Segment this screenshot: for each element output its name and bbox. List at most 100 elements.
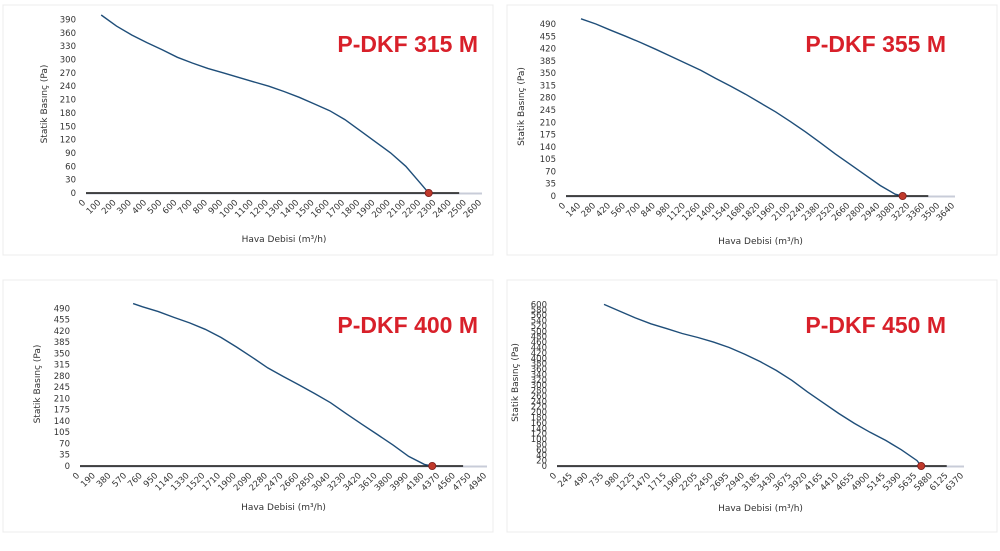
chart-title: P-DKF 315 M (337, 31, 478, 57)
x-axis-label: Hava Debisi (m³/h) (718, 237, 803, 247)
y-tick-label: 90 (65, 149, 76, 159)
y-tick-label: 0 (542, 462, 547, 472)
y-tick-label: 240 (531, 397, 547, 407)
y-tick-label: 0 (65, 462, 70, 472)
chart-frame (2, 4, 494, 256)
series-line (580, 18, 903, 197)
y-tick-label: 520 (531, 322, 547, 332)
chart-panel-355: 0 35 70 105 140 175 210 245 280 315 350 385 420 455 49… (500, 0, 1000, 275)
x-tick-label: 500 (146, 198, 165, 217)
x-tick-label: 700 (624, 201, 643, 220)
operating-point-marker (424, 188, 433, 197)
y-tick-label: 70 (545, 167, 556, 177)
y-tick-label: 315 (54, 361, 70, 371)
y-tick-label: 455 (54, 316, 70, 326)
chart-315: 0306090120150180210240270300330360390010… (2, 4, 494, 256)
y-axis-label: Statik Basınç (Pa) (40, 65, 50, 144)
x-tick-label: 760 (126, 471, 145, 490)
y-tick-label: 300 (60, 56, 76, 66)
y-tick-label: 360 (60, 29, 76, 39)
y-tick-label: 100 (531, 435, 547, 445)
y-tick-label: 490 (540, 20, 556, 30)
x-tick-label: 245 (556, 471, 575, 490)
y-tick-label: 140 (531, 424, 547, 434)
operating-point-marker (898, 191, 907, 200)
chart-title: P-DKF 355 M (805, 31, 946, 57)
y-tick-label: 0 (551, 192, 556, 202)
y-tick-label: 210 (60, 96, 76, 106)
chart-panel-450: 0 20 40 60 80 100 120 140 160 180 200 220 240 260 280 3… (500, 276, 1000, 551)
y-tick-label: 120 (60, 136, 76, 146)
y-tick-label: 315 (540, 81, 556, 91)
y-tick-label: 210 (54, 394, 70, 404)
x-tick-label: 840 (639, 201, 658, 220)
y-tick-label: 245 (540, 106, 556, 116)
series-line (603, 303, 922, 467)
chart-title: P-DKF 450 M (805, 312, 946, 338)
x-tick-label: 280 (579, 201, 598, 220)
x-tick-label: 380 (95, 471, 114, 490)
chart-frame (506, 4, 998, 256)
y-tick-label: 320 (531, 376, 547, 386)
y-tick-label: 140 (540, 143, 556, 153)
y-tick-label: 30 (65, 176, 76, 186)
x-tick-label: 490 (572, 471, 591, 490)
y-tick-label: 140 (54, 417, 70, 427)
y-tick-label: 300 (531, 381, 547, 391)
x-tick-label: 100 (85, 198, 104, 217)
y-tick-label: 390 (60, 15, 76, 25)
operating-point-marker (428, 461, 437, 470)
y-tick-label: 600 (531, 300, 547, 310)
y-tick-label: 220 (531, 403, 547, 413)
y-tick-label: 350 (54, 349, 70, 359)
series-line (132, 302, 433, 467)
y-tick-label: 175 (54, 406, 70, 416)
y-tick-label: 175 (540, 131, 556, 141)
y-tick-label: 385 (540, 57, 556, 67)
y-tick-label: 280 (531, 387, 547, 397)
y-tick-label: 200 (531, 408, 547, 418)
x-tick-label: 570 (111, 471, 130, 490)
chart-frame (2, 279, 494, 533)
y-tick-label: 80 (536, 440, 547, 450)
y-tick-label: 540 (531, 317, 547, 327)
chart-355: 0 35 70 105 140 175 210 245 280 315 350 385 420 455 49… (506, 4, 998, 256)
x-tick-label: 300 (115, 198, 134, 217)
x-tick-label: 200 (100, 198, 119, 217)
chart-450: 0204060801001201401601802002202402602803… (506, 279, 998, 533)
y-tick-label: 460 (531, 338, 547, 348)
y-tick-label: 380 (531, 360, 547, 370)
y-tick-label: 105 (54, 428, 70, 438)
y-tick-label: 40 (536, 451, 547, 461)
operating-point-marker (917, 461, 926, 470)
y-tick-label: 210 (540, 118, 556, 128)
y-tick-label: 400 (531, 354, 547, 364)
x-tick-label: 700 (176, 198, 195, 217)
y-tick-label: 240 (60, 82, 76, 92)
y-tick-label: 420 (54, 327, 70, 337)
y-tick-label: 245 (54, 383, 70, 393)
y-tick-label: 440 (531, 343, 547, 353)
y-axis-label: Statik Basınç (Pa) (33, 345, 43, 424)
chart-title: P-DKF 400 M (337, 312, 478, 338)
y-tick-label: 420 (540, 45, 556, 55)
y-tick-label: 280 (54, 372, 70, 382)
y-tick-label: 480 (531, 333, 547, 343)
y-tick-label: 500 (531, 327, 547, 337)
x-tick-label: 600 (161, 198, 180, 217)
y-tick-label: 360 (531, 365, 547, 375)
y-tick-label: 120 (531, 430, 547, 440)
y-tick-label: 455 (540, 32, 556, 42)
y-axis-label: Statik Basınç (Pa) (517, 67, 527, 146)
chart-panel-400: 0 35 70 105 140 175 210 245 280 315 350 385 420 455 49… (0, 276, 500, 551)
x-axis-label: Hava Debisi (m³/h) (718, 504, 803, 514)
y-tick-label: 160 (531, 419, 547, 429)
series-line (100, 14, 430, 194)
y-tick-label: 560 (531, 311, 547, 321)
y-tick-label: 385 (54, 338, 70, 348)
y-tick-label: 340 (531, 370, 547, 380)
y-tick-label: 70 (59, 439, 70, 449)
y-tick-label: 20 (536, 457, 547, 467)
y-tick-label: 35 (59, 451, 70, 461)
x-tick-label: 0 (548, 471, 559, 482)
